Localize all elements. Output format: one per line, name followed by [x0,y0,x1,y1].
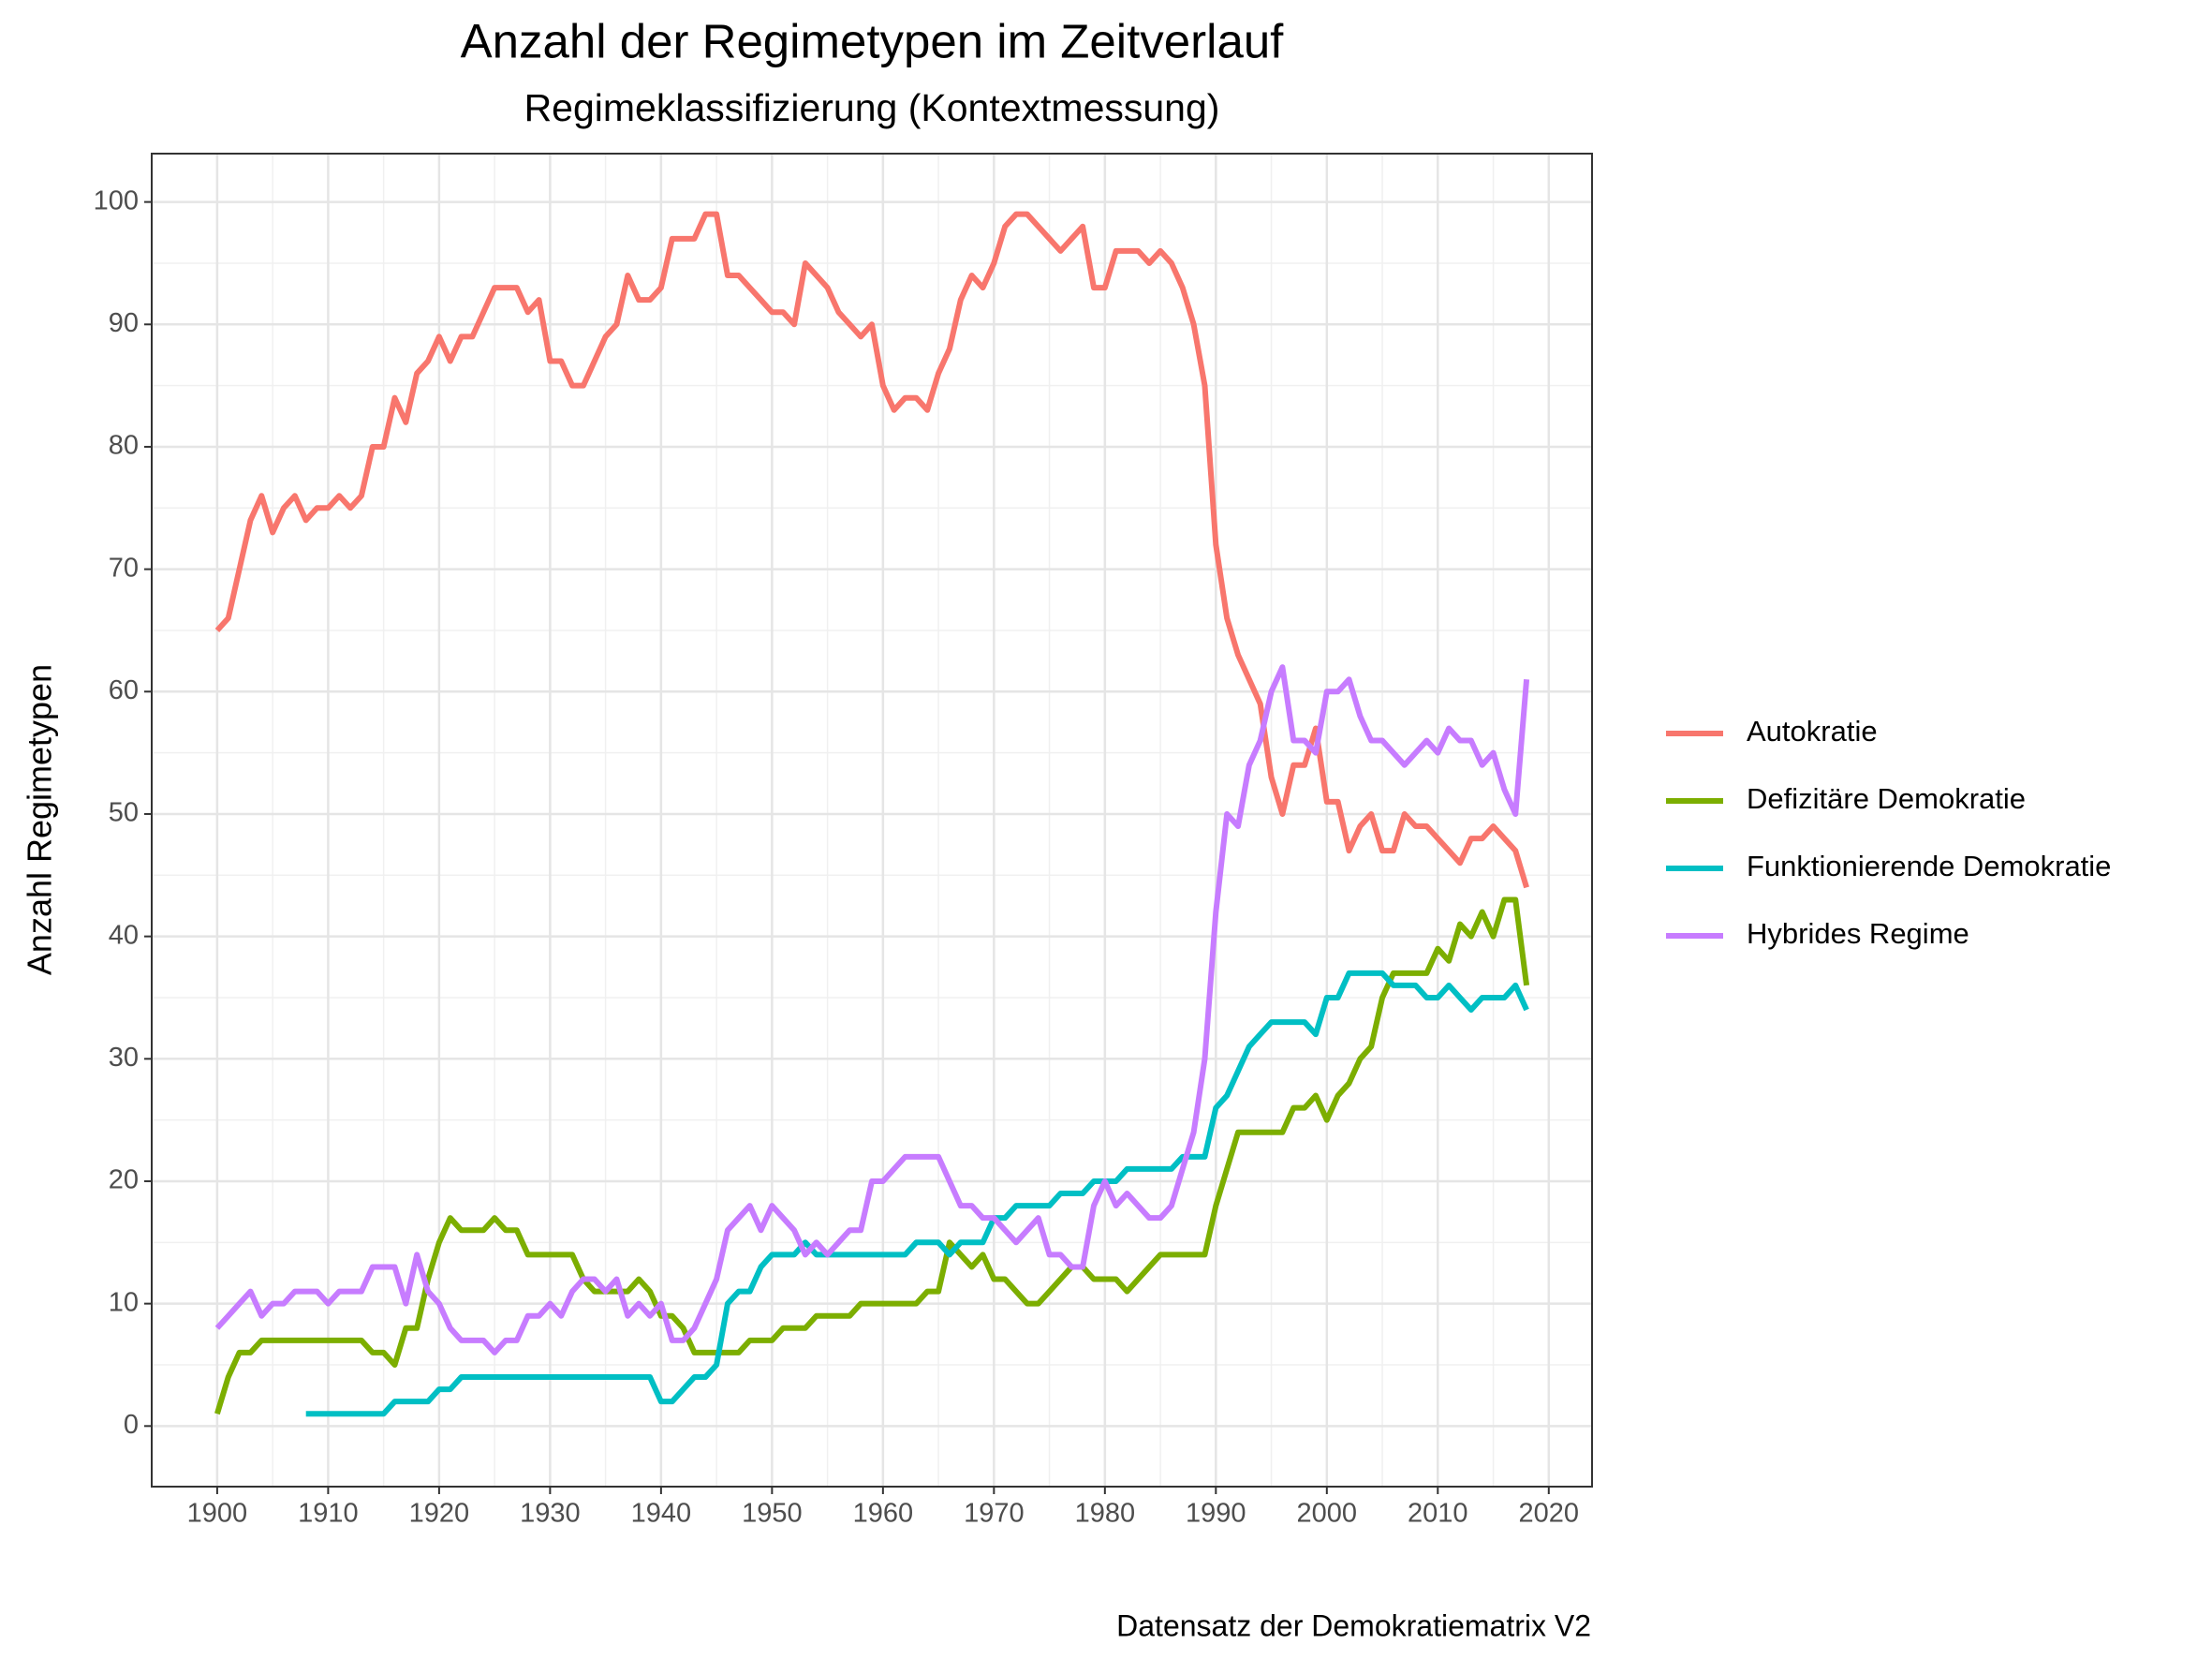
caption: Datensatz der Demokratiematrix V2 [1116,1608,1591,1642]
y-tick-label: 0 [124,1410,139,1440]
y-tick-label: 70 [109,553,139,583]
y-tick-label: 20 [109,1165,139,1195]
x-tick-label: 2020 [1519,1499,1580,1529]
data-line [305,970,1529,1417]
y-tick-label: 40 [109,920,139,950]
y-tick-label: 30 [109,1043,139,1073]
x-tick-label: 1930 [520,1499,581,1529]
y-tick-label: 50 [109,798,139,828]
legend-label: Funktionierende Demokratie [1747,850,2111,882]
y-tick-label: 90 [109,308,139,338]
y-tick-label: 80 [109,431,139,461]
chart-subtitle: Regimeklassifizierung (Kontextmessung) [524,86,1220,129]
x-tick-label: 1920 [409,1499,470,1529]
x-tick-label: 1910 [298,1499,359,1529]
chart-title: Anzahl der Regimetypen im Zeitverlauf [461,14,1285,67]
legend-label: Autokratie [1747,715,1878,748]
y-axis-label: Anzahl Regimetypen [21,664,59,975]
x-tick-label: 1900 [187,1499,248,1529]
x-tick-label: 2010 [1408,1499,1468,1529]
data-line [214,211,1529,889]
x-tick-label: 1990 [1186,1499,1246,1529]
x-tick-label: 1960 [853,1499,914,1529]
legend-label: Hybrides Regime [1747,917,1969,950]
x-tick-label: 1940 [631,1499,692,1529]
data-line [214,664,1530,1355]
x-tick-label: 2000 [1297,1499,1358,1529]
x-tick-label: 1950 [742,1499,803,1529]
y-tick-label: 10 [109,1287,139,1317]
y-tick-label: 60 [109,675,139,705]
data-line [214,896,1530,1415]
panel-border [151,153,1593,1488]
x-tick-label: 1970 [964,1499,1025,1529]
legend-label: Defizitäre Demokratie [1747,782,2026,815]
x-tick-label: 1980 [1075,1499,1136,1529]
y-tick-label: 100 [94,185,139,215]
